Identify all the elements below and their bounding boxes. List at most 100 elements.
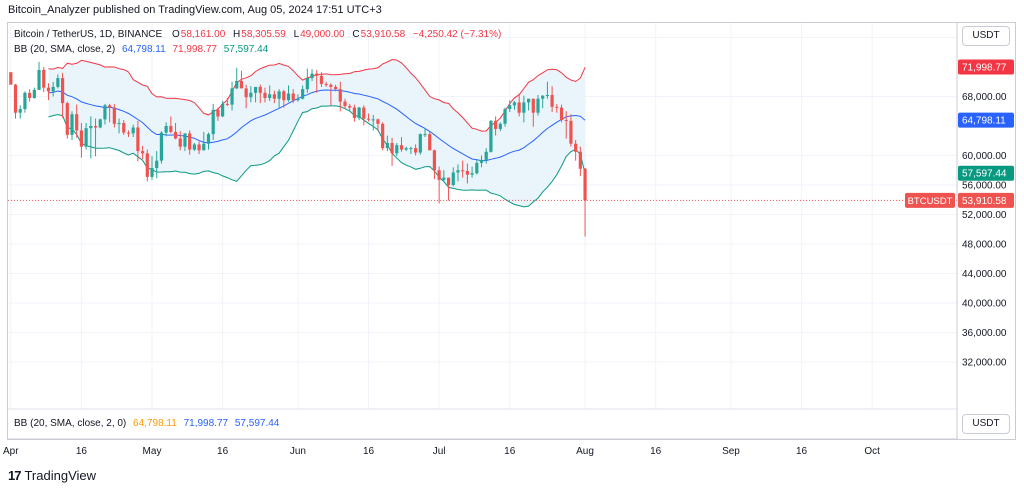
last-price-tag-text: 53,910.58	[962, 196, 1007, 207]
candle	[230, 81, 234, 111]
candle-body	[371, 119, 375, 121]
candle	[112, 103, 116, 128]
candle-body	[249, 92, 253, 98]
candle	[28, 89, 32, 102]
x-tick-label: 16	[76, 446, 88, 457]
candle	[51, 81, 55, 97]
bb-upper-tag-bg	[958, 59, 1014, 75]
candle	[555, 103, 559, 113]
candle	[249, 86, 253, 103]
candle	[470, 166, 474, 178]
candle	[169, 116, 173, 134]
symbol-title: Bitcoin / TetherUS, 1D, BINANCE	[14, 29, 163, 40]
candle-body	[362, 107, 366, 119]
candle	[216, 107, 220, 121]
candle	[117, 118, 121, 134]
pane-bb-upper-value: 71,998.77	[183, 418, 229, 429]
candle-body	[183, 133, 187, 147]
currency-button-top[interactable]: USDT	[962, 26, 1010, 46]
y-axis: 76,000.0068,000.0060,000.0056,000.0052,0…	[962, 33, 1007, 369]
bb-basis-value: 64,798.11	[121, 44, 166, 55]
candle-body	[432, 150, 437, 171]
candle	[164, 122, 168, 137]
candle-body	[268, 94, 272, 98]
change-value: −4,250.42 (−7.31%)	[412, 29, 502, 40]
candle-body	[282, 91, 286, 101]
candle	[329, 83, 333, 106]
candle-body	[32, 89, 36, 98]
y-tick-label: 32,000.00	[962, 358, 1007, 369]
bb-upper-value: 71,998.77	[172, 44, 217, 55]
candle	[583, 168, 587, 237]
high-value: 58,305.59	[241, 29, 286, 40]
candle-body	[98, 119, 102, 128]
candle	[324, 81, 328, 87]
grid	[8, 23, 957, 409]
candle	[442, 170, 446, 183]
currency-button-bottom[interactable]: USDT	[962, 414, 1010, 434]
candle	[277, 89, 281, 109]
candle	[56, 74, 60, 89]
candle	[291, 89, 295, 104]
high-label: H	[233, 29, 241, 40]
candle	[526, 98, 531, 111]
candle-body	[418, 134, 422, 153]
candle	[381, 122, 385, 151]
candle	[18, 105, 22, 119]
x-tick-label: 16	[363, 446, 375, 457]
candle-body	[108, 105, 112, 108]
candle-body	[188, 133, 192, 150]
candle-body	[446, 177, 451, 185]
y-tick-label: 56,000.00	[962, 181, 1007, 192]
candle-body	[390, 142, 394, 154]
pane-bb-label: BB (20, SMA, close, 2, 0)	[14, 418, 127, 429]
symbol-tag-bg	[905, 192, 955, 208]
candle	[428, 131, 432, 151]
open-label: O	[171, 29, 180, 40]
candle-body	[442, 177, 446, 180]
candle-body	[75, 114, 79, 131]
candle-body	[253, 86, 258, 93]
candle-body	[550, 95, 554, 107]
candle	[272, 90, 276, 104]
candle-body	[522, 102, 526, 113]
candle	[79, 123, 84, 158]
y-tick-label: 44,000.00	[962, 269, 1007, 280]
candle-body	[310, 73, 314, 79]
low-label: L	[293, 29, 300, 40]
candle-body	[131, 127, 135, 134]
candle-body	[437, 170, 441, 180]
candle-body	[37, 69, 41, 90]
candle	[564, 111, 568, 139]
candle-body	[574, 143, 578, 152]
candle-body	[117, 123, 121, 125]
y-tick-label: 48,000.00	[962, 240, 1007, 251]
candle-body	[357, 107, 361, 118]
candle	[432, 149, 437, 180]
candle	[23, 91, 27, 113]
candle	[395, 142, 399, 157]
symbol-legend[interactable]: Bitcoin / TetherUS, 1D, BINANCE O58,161.…	[14, 29, 502, 40]
candle	[150, 156, 154, 180]
candle-body	[399, 145, 404, 150]
candle-body	[512, 102, 517, 106]
candle-body	[140, 151, 145, 154]
candle-body	[428, 134, 432, 151]
candle	[574, 140, 578, 161]
candle	[489, 120, 493, 153]
candle	[155, 151, 159, 179]
bb-lower-tag-text: 57,597.44	[962, 169, 1007, 180]
bb-basis-tag-bg	[958, 112, 1014, 128]
candle-body	[559, 107, 564, 121]
candle	[192, 142, 196, 152]
pane-bb-basis-value: 64,798.11	[133, 418, 177, 429]
candle-body	[169, 126, 173, 132]
bb-legend[interactable]: BB (20, SMA, close, 2) 64,798.11 71,998.…	[14, 44, 268, 55]
tradingview-brand[interactable]: 17 TradingView	[8, 468, 96, 483]
candle-body	[465, 170, 469, 175]
candle-body	[221, 103, 225, 117]
candle	[578, 146, 582, 177]
indicator-pane-legend[interactable]: BB (20, SMA, close, 2, 0) 64,798.11 71,9…	[14, 418, 279, 429]
symbol-tag-text: BTCUSDT	[908, 196, 953, 207]
